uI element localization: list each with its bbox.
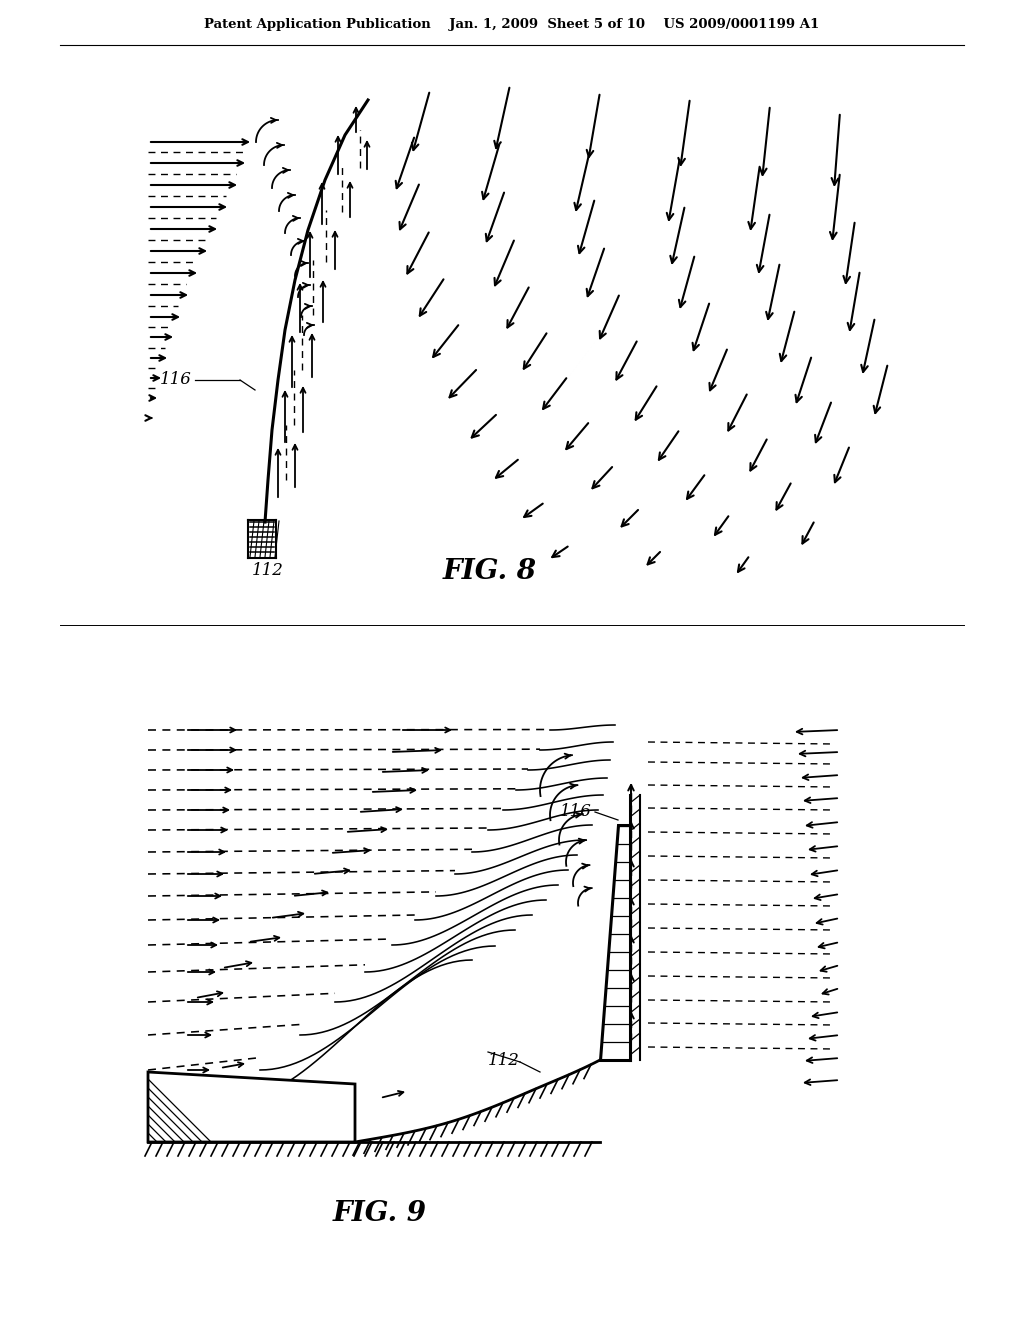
Text: FIG. 8: FIG. 8 (443, 558, 537, 585)
Polygon shape (148, 1072, 355, 1142)
Polygon shape (600, 825, 630, 1060)
Text: 116: 116 (160, 371, 193, 388)
Text: 112: 112 (252, 562, 284, 579)
Text: FIG. 9: FIG. 9 (333, 1200, 427, 1228)
Text: 116: 116 (560, 804, 592, 821)
Text: Patent Application Publication    Jan. 1, 2009  Sheet 5 of 10    US 2009/0001199: Patent Application Publication Jan. 1, 2… (205, 18, 819, 30)
Text: 112: 112 (488, 1052, 520, 1069)
